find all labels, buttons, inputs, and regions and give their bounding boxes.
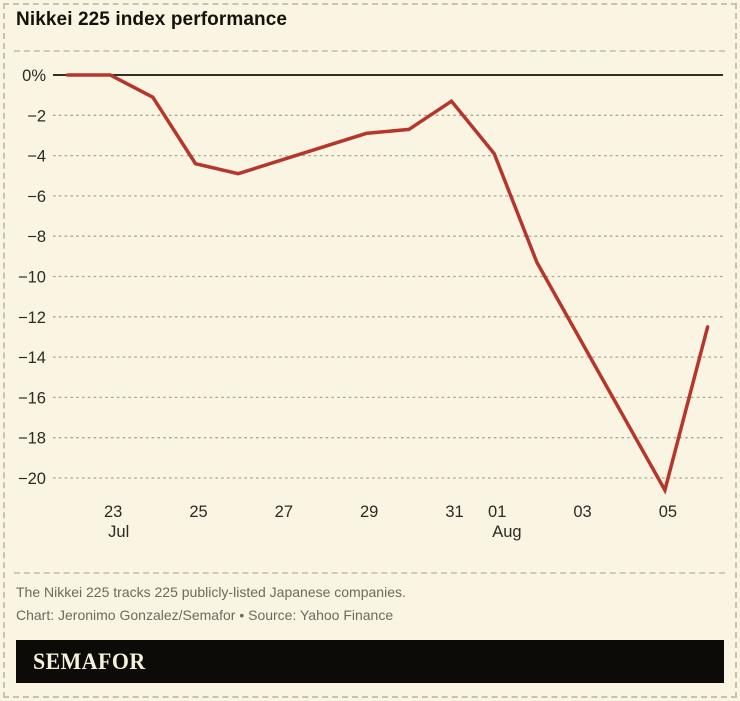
y-tick-label: −14 [18, 349, 46, 367]
x-month-label: Jul [108, 523, 129, 541]
y-axis-labels: 0% −2 −4 −6 −8 −10 −12 −14 −16 −18 −20 [18, 67, 46, 488]
x-tick-label: 31 [445, 503, 463, 521]
semafor-logo-bar: SEMAFOR [16, 640, 724, 683]
x-tick-label: 27 [275, 503, 293, 521]
y-tick-label: −20 [18, 470, 46, 488]
nikkei-line-chart: 0% −2 −4 −6 −8 −10 −12 −14 −16 −18 −20 23 Jul 25 27 29 3… [18, 67, 723, 541]
y-tick-label: −12 [18, 309, 46, 327]
x-tick-label: 03 [573, 503, 591, 521]
y-tick-label: −8 [27, 228, 46, 246]
x-month-label: Aug [492, 523, 521, 541]
y-tick-label: −16 [18, 389, 46, 407]
x-tick-label: 01 [488, 503, 506, 521]
y-tick-label: 0% [22, 67, 46, 85]
card-dashed-border [3, 3, 737, 698]
chart-credit: Chart: Jeronimo Gonzalez/Semafor • Sourc… [16, 607, 394, 623]
y-tick-label: −6 [27, 188, 46, 206]
x-tick-label: 25 [189, 503, 207, 521]
y-tick-label: −18 [18, 430, 46, 448]
semafor-wordmark: SEMAFOR [33, 648, 146, 674]
nikkei-series-line [65, 73, 710, 495]
x-tick-label: 23 [104, 503, 122, 521]
chart-caption: The Nikkei 225 tracks 225 publicly-liste… [16, 584, 406, 600]
x-tick-label: 29 [360, 503, 378, 521]
x-tick-label: 05 [659, 503, 677, 521]
y-tick-label: −10 [18, 269, 46, 287]
y-tick-label: −4 [27, 148, 46, 166]
x-axis-labels: 23 Jul 25 27 29 31 01 Aug 03 05 [104, 503, 677, 541]
title-divider [14, 50, 725, 52]
y-tick-label: −2 [27, 107, 46, 125]
footer-divider [14, 572, 725, 574]
chart-title: Nikkei 225 index performance [16, 9, 288, 30]
